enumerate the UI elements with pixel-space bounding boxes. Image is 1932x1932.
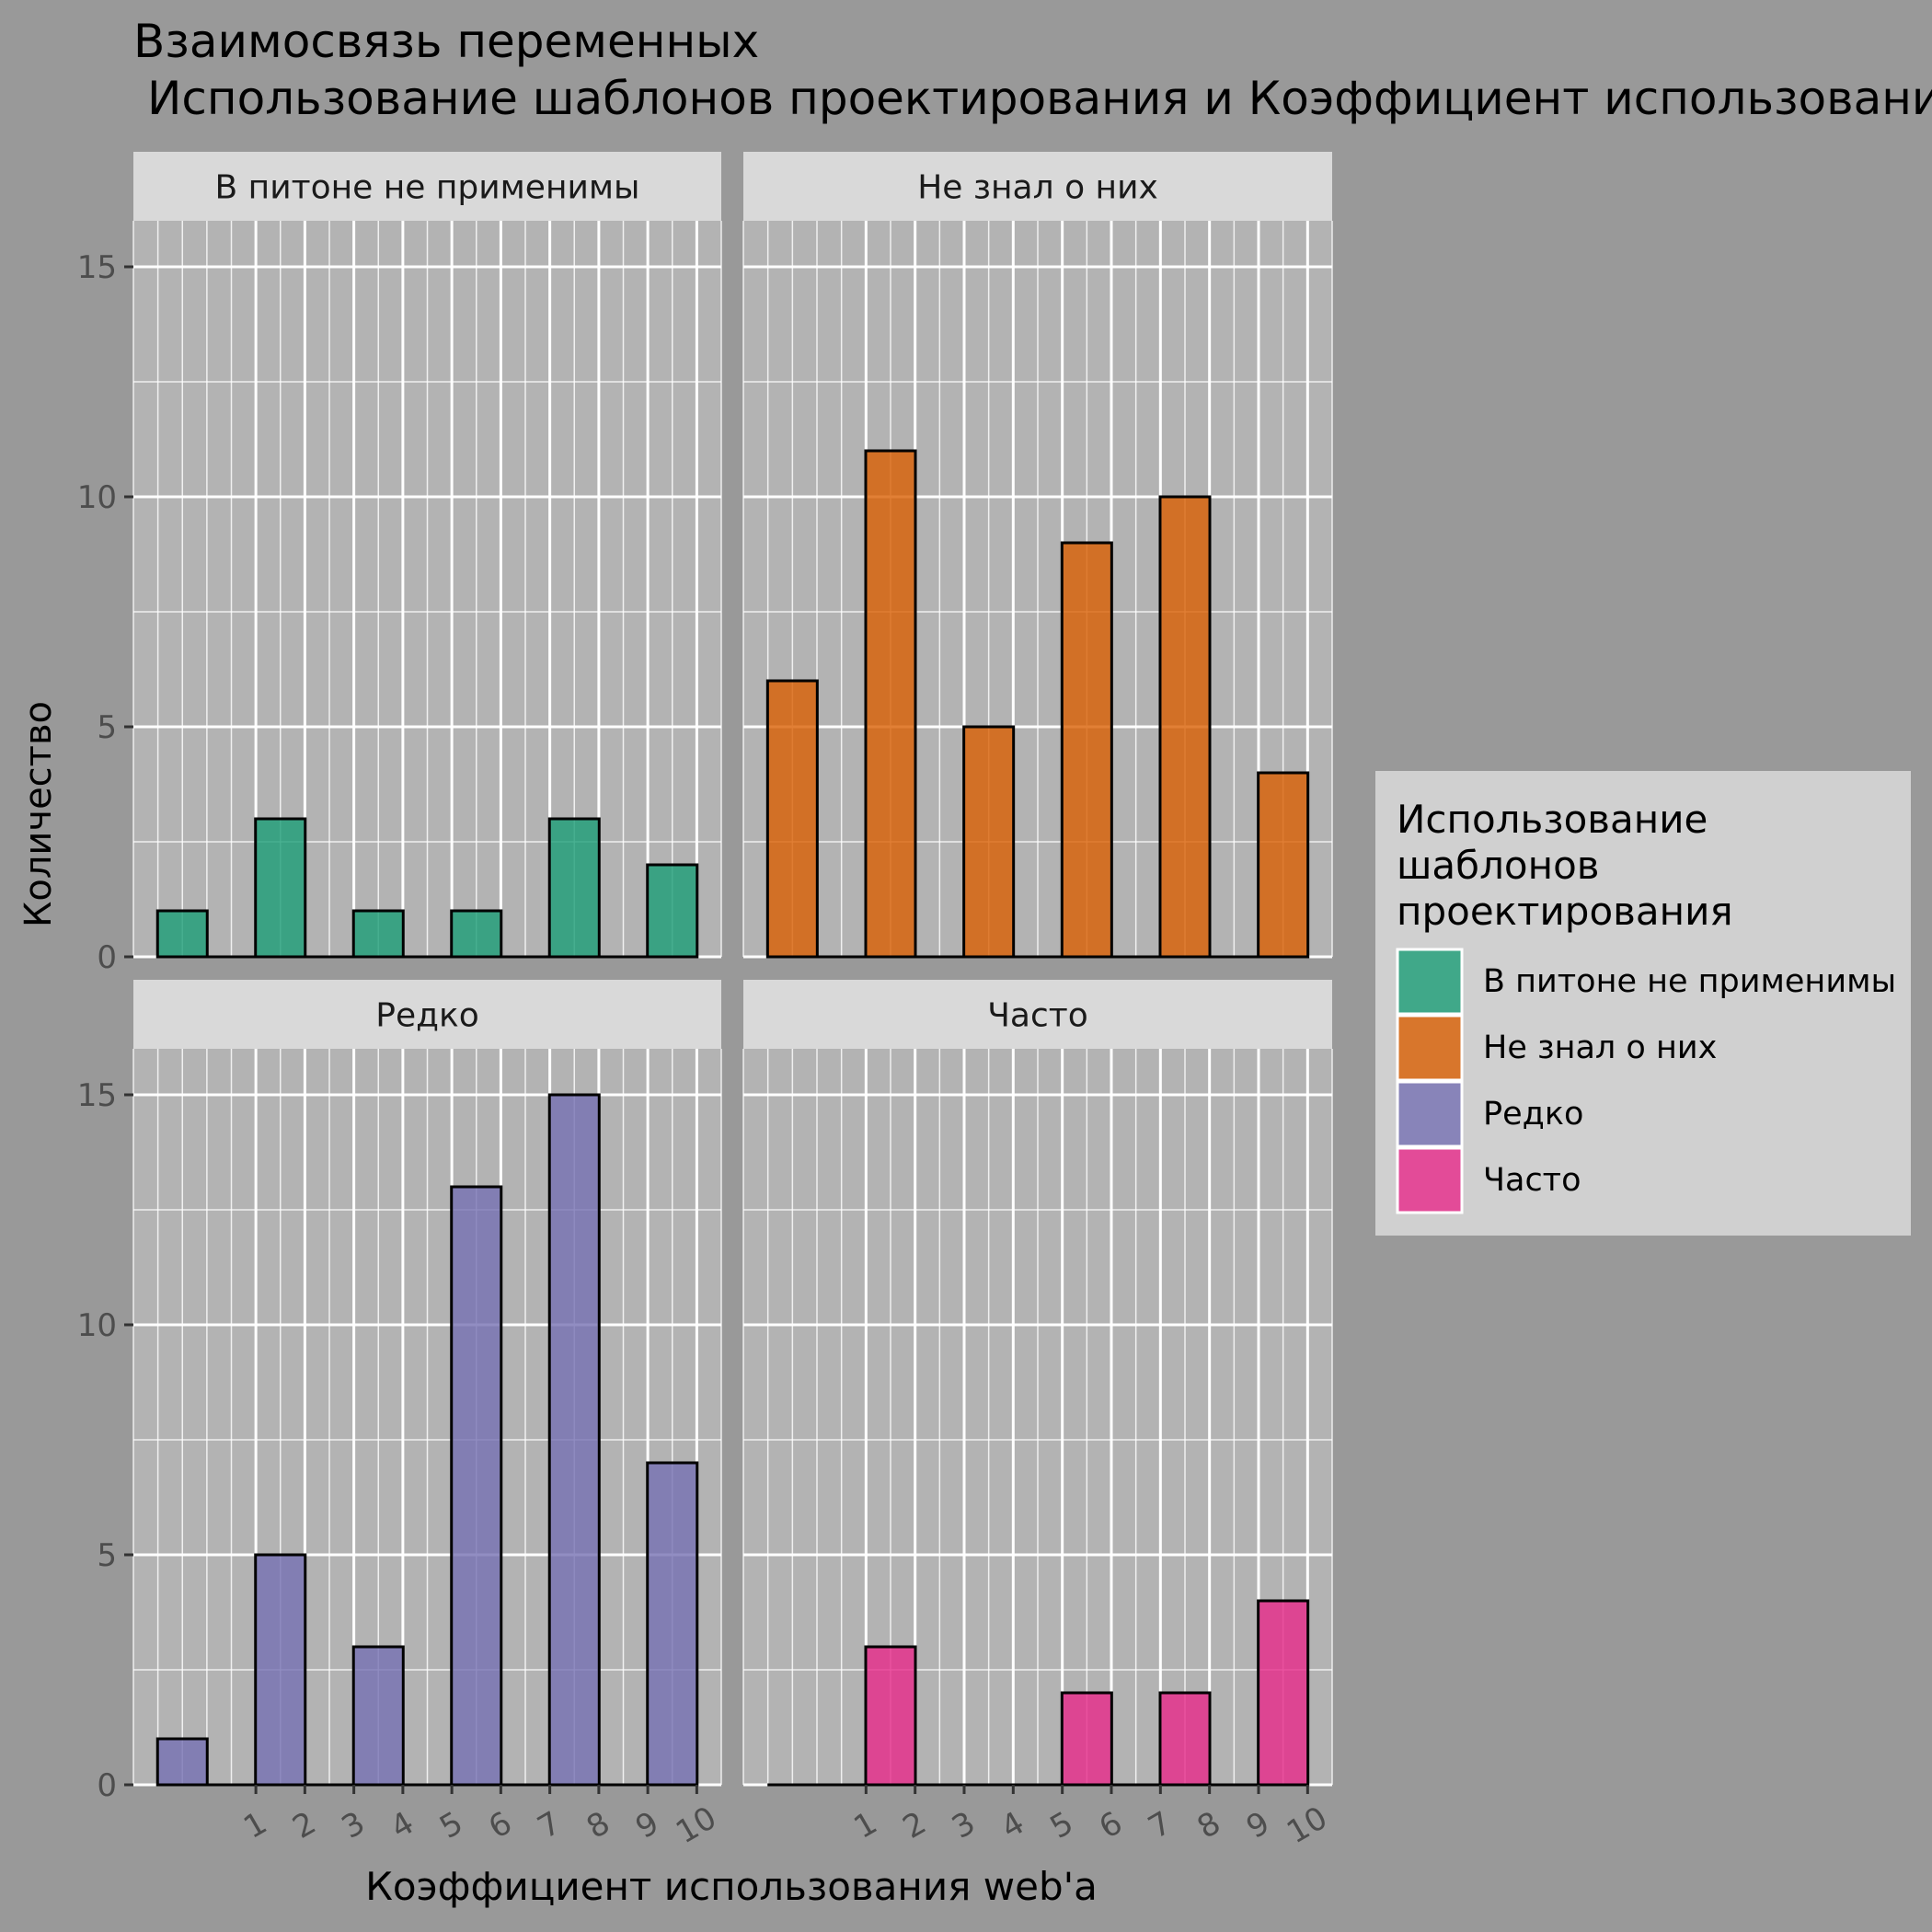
y-tick-label: 0	[97, 1767, 117, 1804]
facet-strip-label: Редко	[375, 997, 479, 1035]
bar	[351, 1645, 405, 1787]
bar	[351, 909, 405, 959]
facet-strip	[743, 152, 1332, 221]
bar	[646, 1461, 699, 1787]
legend-swatch	[1396, 1146, 1464, 1214]
y-tick-label: 5	[97, 1537, 117, 1574]
bar	[962, 725, 1016, 959]
chart-title-line1: Взаимосвязь переменных	[133, 15, 759, 68]
y-axis-label: Количество	[17, 701, 60, 927]
y-tick-label: 10	[77, 1307, 117, 1344]
bar	[646, 863, 699, 959]
legend-label: Не знал о них	[1483, 1029, 1717, 1066]
bar	[1257, 1599, 1310, 1787]
legend-label: В питоне не применимы	[1483, 963, 1896, 1000]
bar	[254, 817, 307, 959]
legend-swatch	[1396, 1080, 1464, 1148]
bar	[547, 1093, 601, 1787]
legend-title: шаблонов	[1397, 843, 1600, 888]
bar	[547, 817, 601, 959]
legend-title: Использование	[1397, 797, 1708, 842]
chart-title-line2: Использование шаблонов проектирования и …	[147, 72, 1932, 125]
bar	[155, 1737, 209, 1787]
bar	[1060, 1691, 1113, 1787]
bar	[1257, 771, 1310, 959]
legend-swatch	[1396, 1014, 1464, 1082]
y-tick-label: 15	[77, 1077, 117, 1114]
facet-strip-label: В питоне не применимы	[215, 169, 640, 207]
facet-strip-label: Не знал о них	[917, 169, 1158, 207]
y-tick-label: 15	[77, 249, 117, 286]
facet-strip	[133, 152, 721, 221]
facet-strip	[133, 980, 721, 1049]
bar	[254, 1553, 307, 1787]
facet-panels: В питоне не применимы 0 5 10 15 Не знал о них…	[77, 152, 1334, 1851]
bar	[450, 909, 503, 959]
facet-panel: В питоне не применимы 0 5 10 15	[77, 152, 722, 976]
facet-strip	[743, 980, 1332, 1049]
bar	[864, 1645, 917, 1787]
facet-strip-label: Часто	[987, 997, 1088, 1035]
bar	[1158, 1691, 1212, 1787]
legend-label: Часто	[1483, 1162, 1581, 1199]
bar	[450, 1185, 503, 1787]
bar	[155, 909, 209, 959]
legend-swatch	[1396, 948, 1464, 1016]
x-axis-label: Коэффициент использования web'a	[365, 1864, 1098, 1909]
y-tick-label: 5	[97, 709, 117, 746]
y-tick-label: 10	[77, 479, 117, 516]
legend-label: Редко	[1483, 1096, 1583, 1133]
bar	[864, 449, 917, 959]
legend-title: проектирования	[1397, 889, 1733, 934]
bar	[1158, 495, 1212, 959]
facet-panel: Не знал о них	[742, 152, 1333, 959]
bar	[1060, 541, 1113, 959]
y-tick-label: 0	[97, 939, 117, 976]
bar	[765, 679, 819, 959]
legend-box	[1375, 771, 1911, 1236]
